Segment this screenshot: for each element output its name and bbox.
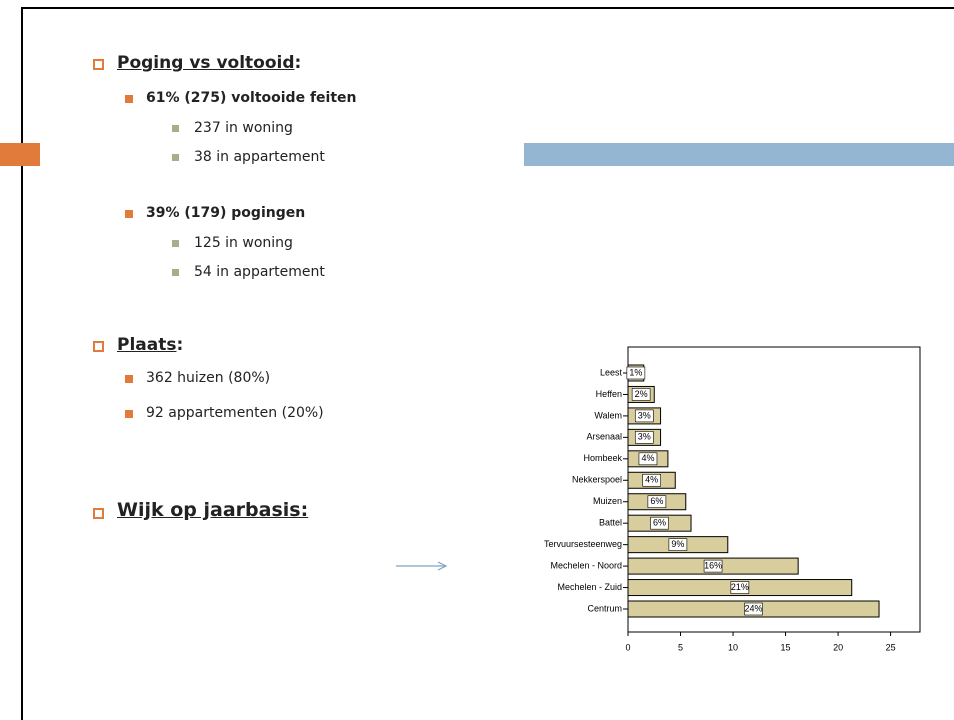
bar-label-box bbox=[703, 559, 723, 573]
bar-label: 9% bbox=[671, 539, 684, 549]
bullet bbox=[125, 210, 133, 218]
bar-label: 2% bbox=[635, 389, 648, 399]
subitem: 38 in appartement bbox=[194, 149, 325, 165]
bar-label: 6% bbox=[653, 518, 666, 528]
x-tick-label: 5 bbox=[678, 642, 683, 652]
bar-label-box bbox=[650, 516, 669, 530]
bar-label: 3% bbox=[638, 410, 651, 420]
subitem: 54 in appartement bbox=[194, 264, 325, 280]
y-tick-label: Mechelen - Noord bbox=[550, 560, 622, 570]
arrow-head bbox=[437, 561, 448, 571]
bar-label: 4% bbox=[641, 453, 654, 463]
y-tick-label: Muizen bbox=[593, 496, 622, 506]
bar-label: 4% bbox=[645, 475, 658, 485]
bullet bbox=[172, 269, 179, 276]
bar-label-box bbox=[631, 388, 651, 401]
bullet bbox=[125, 410, 133, 418]
bullet bbox=[172, 240, 179, 247]
frame-top bbox=[22, 7, 954, 9]
subitem: 237 in woning bbox=[194, 120, 293, 136]
accent-blue bbox=[524, 143, 954, 166]
x-tick-label: 15 bbox=[781, 642, 791, 652]
bullet bbox=[125, 375, 133, 383]
y-tick-label: Battel bbox=[599, 518, 622, 528]
y-tick-label: Hombeek bbox=[583, 453, 622, 463]
bar-label-box bbox=[730, 581, 750, 594]
item: 61% (275) voltooide feiten bbox=[146, 90, 357, 106]
bar-label: 1% bbox=[629, 367, 642, 377]
bar-label-box bbox=[642, 473, 661, 487]
accent-orange bbox=[0, 143, 40, 166]
bar-label-box bbox=[647, 495, 667, 509]
item: 39% (179) pogingen bbox=[146, 205, 306, 221]
frame-left bbox=[21, 7, 23, 720]
heading-text: Plaats bbox=[117, 335, 177, 355]
subitem: 125 in woning bbox=[194, 235, 293, 251]
y-tick-label: Arsenaal bbox=[586, 432, 622, 442]
bar-label-box bbox=[634, 431, 654, 444]
y-tick-label: Leest bbox=[600, 367, 623, 377]
punct: : bbox=[176, 335, 184, 355]
bullet bbox=[172, 154, 179, 161]
heading-text: Poging vs voltooid bbox=[117, 53, 295, 73]
x-tick-label: 0 bbox=[625, 642, 630, 652]
x-tick-label: 10 bbox=[728, 642, 738, 652]
plot-frame bbox=[627, 346, 921, 633]
bar-label-box bbox=[668, 538, 688, 551]
punct: : bbox=[294, 53, 302, 73]
bar-label-box bbox=[626, 366, 646, 380]
bar-label: 3% bbox=[638, 432, 651, 442]
item: 362 huizen (80%) bbox=[146, 370, 271, 386]
heading: Wijk op jaarbasis: bbox=[117, 500, 308, 520]
bar-label: 6% bbox=[650, 496, 663, 506]
bullet bbox=[93, 341, 104, 352]
x-tick-label: 20 bbox=[833, 642, 843, 652]
bar-label-box bbox=[744, 602, 763, 616]
y-tick-label: Heffen bbox=[596, 389, 622, 399]
bar-label-box bbox=[634, 409, 654, 423]
y-tick-label: Walem bbox=[594, 410, 622, 420]
bar-label: 24% bbox=[745, 603, 763, 613]
y-tick-label: Nekkerspoel bbox=[572, 475, 622, 485]
bullet bbox=[93, 59, 104, 70]
bar-label-box bbox=[638, 452, 658, 466]
y-tick-label: Tervuursesteenweg bbox=[544, 539, 622, 549]
heading: Plaats: bbox=[117, 335, 183, 355]
bar-label: 21% bbox=[731, 582, 749, 592]
bullet bbox=[172, 125, 179, 132]
heading: Poging vs voltooid: bbox=[117, 53, 301, 73]
bullet bbox=[93, 508, 104, 519]
bar-label: 16% bbox=[704, 560, 722, 570]
y-tick-label: Mechelen - Zuid bbox=[557, 582, 622, 592]
x-tick-label: 25 bbox=[886, 642, 896, 652]
bullet bbox=[125, 95, 133, 103]
heading-text: Wijk op jaarbasis: bbox=[117, 499, 309, 521]
item: 92 appartementen (20%) bbox=[146, 405, 324, 421]
y-tick-label: Centrum bbox=[587, 603, 622, 613]
